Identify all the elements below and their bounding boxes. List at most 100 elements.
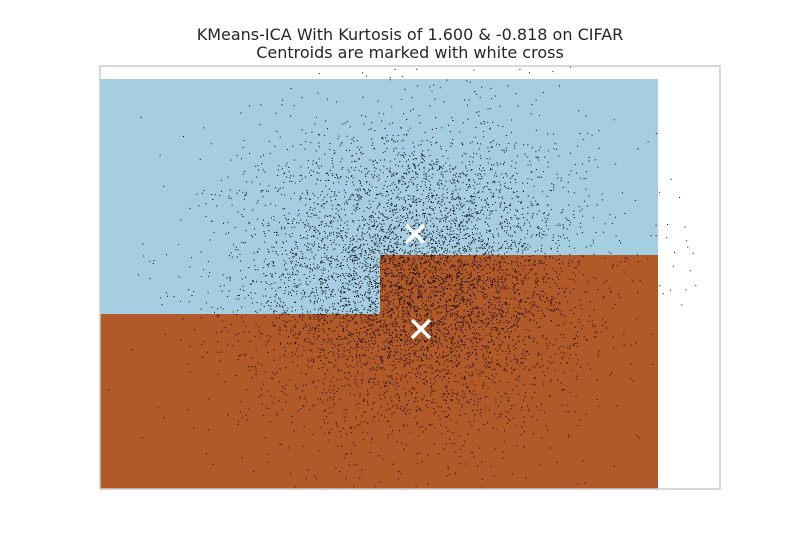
scatter-point: [366, 321, 368, 323]
scatter-point: [265, 288, 266, 290]
scatter-point: [424, 341, 426, 343]
scatter-point: [360, 301, 362, 303]
scatter-point: [449, 294, 451, 296]
scatter-point: [479, 412, 481, 414]
scatter-point: [536, 157, 538, 159]
scatter-point: [381, 223, 382, 225]
scatter-point: [420, 308, 422, 310]
scatter-point: [342, 330, 344, 332]
scatter-point: [510, 217, 512, 219]
scatter-point: [456, 289, 458, 291]
scatter-point: [410, 298, 412, 300]
scatter-point: [447, 381, 449, 383]
scatter-point: [419, 365, 421, 367]
scatter-point: [470, 289, 471, 291]
scatter-point: [523, 421, 525, 423]
scatter-point: [427, 200, 429, 202]
scatter-point: [491, 168, 493, 170]
scatter-point: [239, 411, 241, 413]
scatter-point: [433, 293, 435, 295]
scatter-point: [426, 187, 427, 189]
scatter-point: [298, 284, 300, 286]
scatter-point: [357, 190, 359, 192]
scatter-point: [377, 217, 379, 219]
scatter-point: [480, 241, 482, 243]
scatter-point: [255, 374, 257, 376]
scatter-point: [296, 274, 298, 276]
scatter-point: [553, 234, 555, 236]
scatter-point: [595, 336, 597, 338]
scatter-point: [287, 307, 289, 309]
scatter-point: [357, 227, 359, 229]
scatter-point: [420, 294, 422, 296]
scatter-point: [502, 282, 504, 284]
scatter-point: [468, 314, 469, 316]
scatter-point: [359, 149, 360, 151]
scatter-point: [343, 457, 345, 459]
scatter-point: [427, 407, 429, 409]
scatter-point: [437, 181, 439, 183]
scatter-point: [397, 135, 399, 136]
scatter-point: [396, 407, 398, 409]
scatter-point: [532, 197, 534, 198]
scatter-point: [449, 419, 451, 421]
scatter-point: [412, 163, 414, 165]
scatter-point: [422, 282, 424, 284]
scatter-point: [531, 217, 533, 219]
scatter-point: [331, 303, 333, 305]
scatter-point: [418, 200, 420, 202]
scatter-point: [395, 197, 397, 199]
scatter-point: [488, 230, 490, 232]
scatter-point: [347, 383, 349, 385]
scatter-point: [368, 226, 370, 228]
scatter-point: [307, 312, 309, 314]
scatter-point: [308, 333, 310, 334]
scatter-point: [355, 160, 357, 162]
scatter-point: [304, 237, 306, 239]
scatter-point: [471, 202, 473, 204]
scatter-point: [374, 174, 376, 176]
scatter-point: [402, 278, 404, 280]
scatter-point: [535, 151, 537, 153]
scatter-point: [412, 225, 414, 227]
scatter-point: [324, 236, 326, 238]
scatter-point: [398, 152, 400, 154]
scatter-point: [535, 235, 537, 237]
scatter-point: [330, 240, 332, 242]
scatter-point: [476, 250, 478, 252]
scatter-point: [407, 409, 409, 411]
scatter-point: [458, 195, 460, 197]
scatter-point: [608, 287, 610, 289]
scatter-point: [506, 206, 508, 208]
scatter-point: [286, 240, 287, 242]
scatter-point: [368, 276, 370, 278]
scatter-point: [392, 303, 394, 305]
scatter-point: [471, 424, 473, 426]
scatter-point: [402, 375, 404, 377]
scatter-point: [423, 228, 425, 230]
scatter-point: [387, 342, 389, 344]
scatter-point: [361, 185, 362, 187]
scatter-point: [231, 256, 233, 258]
scatter-point: [440, 244, 442, 246]
scatter-point: [451, 348, 452, 350]
scatter-point: [488, 239, 489, 241]
scatter-point: [281, 312, 283, 314]
scatter-point: [375, 213, 376, 215]
scatter-point: [537, 204, 539, 206]
scatter-point: [448, 414, 449, 416]
scatter-point: [427, 170, 429, 172]
scatter-point: [322, 291, 324, 293]
scatter-point: [440, 276, 442, 278]
scatter-point: [284, 290, 286, 292]
scatter-point: [196, 193, 198, 195]
scatter-point: [572, 279, 574, 281]
scatter-point: [382, 284, 384, 286]
scatter-point: [327, 216, 329, 217]
scatter-point: [446, 333, 448, 334]
scatter-point: [596, 331, 598, 333]
scatter-point: [198, 205, 200, 207]
scatter-point: [363, 399, 365, 400]
scatter-point: [379, 312, 381, 314]
scatter-point: [417, 255, 419, 257]
